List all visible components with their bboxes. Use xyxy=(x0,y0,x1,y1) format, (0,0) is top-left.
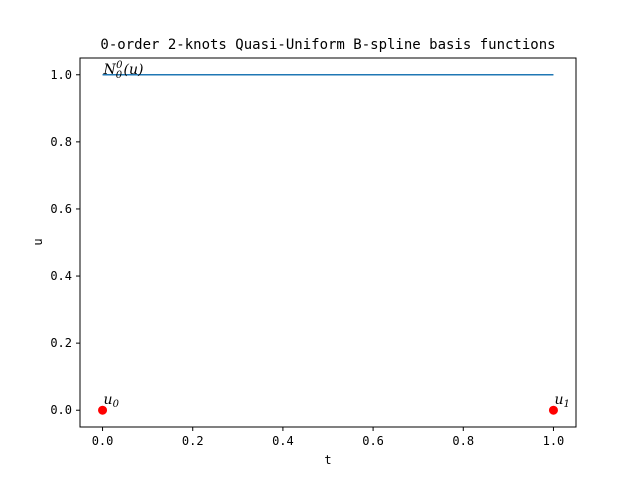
chart-title: 0-order 2-knots Quasi-Uniform B-spline b… xyxy=(100,37,555,53)
knot-label: u1 xyxy=(554,392,569,410)
y-tick-label: 0.2 xyxy=(50,336,72,350)
knot-label-sub: 1 xyxy=(563,399,569,410)
knot-point-u1 xyxy=(548,405,558,415)
knot-label-base: u xyxy=(554,392,563,408)
x-tick-label: 1.0 xyxy=(543,434,565,448)
x-tick-label: 0.4 xyxy=(272,434,294,448)
y-tick-label: 0.6 xyxy=(50,202,72,216)
x-tick-label: 0.2 xyxy=(182,434,204,448)
y-tick-label: 0.8 xyxy=(50,135,72,149)
x-tick-label: 0.6 xyxy=(362,434,384,448)
knot-label: u0 xyxy=(104,392,120,410)
series-label-sub: 0 xyxy=(116,70,123,81)
knot-point-u0 xyxy=(98,405,108,415)
y-axis-ticks: 0.0 0.2 0.4 0.6 0.8 1.0 xyxy=(50,68,80,417)
x-tick-label: 0.8 xyxy=(452,434,474,448)
x-tick-label: 0.0 xyxy=(92,434,114,448)
series-label-sup: 0 xyxy=(116,60,123,71)
series-label-arg: (u) xyxy=(124,62,144,78)
knot-label-sub: 0 xyxy=(113,399,120,410)
x-axis-ticks: 0.0 0.2 0.4 0.6 0.8 1.0 xyxy=(92,427,565,448)
knot-label-base: u xyxy=(104,392,113,408)
y-axis-label: u xyxy=(31,238,45,245)
y-tick-label: 0.0 xyxy=(50,403,72,417)
x-axis-label: t xyxy=(324,453,331,467)
axes-frame xyxy=(79,57,577,428)
plot-area: N00(u)u0 u1 xyxy=(98,60,570,415)
series-label: N00(u) xyxy=(103,60,144,81)
series-label-base: N xyxy=(103,62,117,78)
y-tick-label: 1.0 xyxy=(50,68,72,82)
y-tick-label: 0.4 xyxy=(50,269,72,283)
